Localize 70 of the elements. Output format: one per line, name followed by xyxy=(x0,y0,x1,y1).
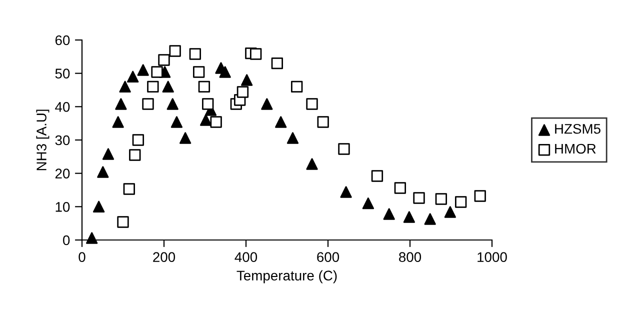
y-tick-label: 60 xyxy=(55,35,70,46)
point xyxy=(92,200,105,213)
point xyxy=(137,64,149,76)
point xyxy=(403,211,416,223)
point xyxy=(271,57,284,70)
point xyxy=(169,45,181,57)
point xyxy=(102,148,114,160)
point xyxy=(202,98,214,110)
point xyxy=(371,170,384,182)
point xyxy=(170,116,183,128)
point xyxy=(129,149,141,161)
x-axis-title: Temperature (C) xyxy=(236,270,337,284)
point xyxy=(275,116,287,128)
point xyxy=(306,98,318,110)
point xyxy=(200,114,212,126)
point xyxy=(338,143,350,155)
point xyxy=(119,80,131,93)
point xyxy=(123,183,135,195)
point xyxy=(261,98,273,110)
legend-label: HZSM5 xyxy=(555,124,600,134)
point xyxy=(306,158,318,170)
y-tick-label: 40 xyxy=(55,102,70,112)
point xyxy=(454,196,467,208)
point xyxy=(236,86,249,98)
point xyxy=(444,206,456,218)
x-tick-label: 0 xyxy=(78,252,86,262)
point xyxy=(210,116,222,128)
point xyxy=(340,186,352,198)
y-axis-title: NH3 [A.U] xyxy=(36,110,50,170)
point xyxy=(290,80,303,93)
y-tick-label: 10 xyxy=(56,202,70,212)
point xyxy=(166,98,178,110)
x-tick-label: 600 xyxy=(317,252,340,262)
point xyxy=(240,74,253,86)
y-tick-label: 50 xyxy=(55,68,70,79)
point xyxy=(179,132,192,144)
point xyxy=(435,193,448,205)
point xyxy=(362,197,374,210)
x-tick-label: 1000 xyxy=(478,252,507,262)
point xyxy=(193,66,205,78)
point xyxy=(198,80,210,93)
point xyxy=(189,48,202,60)
point xyxy=(117,216,129,228)
x-tick-label: 200 xyxy=(153,252,176,262)
point xyxy=(162,80,174,93)
point xyxy=(126,70,139,83)
legend-label: HMOR xyxy=(555,144,596,154)
y-tick-label: 0 xyxy=(63,235,70,246)
point xyxy=(219,66,231,78)
point xyxy=(317,116,329,128)
point xyxy=(286,132,299,144)
y-tick-label: 30 xyxy=(55,135,70,146)
point xyxy=(151,66,163,78)
point xyxy=(132,134,144,146)
point xyxy=(97,166,109,178)
x-tick-label: 800 xyxy=(399,252,422,262)
point xyxy=(394,182,406,194)
point xyxy=(112,116,124,128)
x-tick-label: 400 xyxy=(234,252,258,262)
point xyxy=(413,192,425,204)
point xyxy=(142,98,154,110)
point xyxy=(474,190,486,202)
point xyxy=(250,48,262,60)
y-tick-label: 20 xyxy=(55,168,70,179)
point xyxy=(158,54,170,66)
point xyxy=(115,98,127,110)
point xyxy=(86,232,98,244)
point xyxy=(383,208,395,220)
point xyxy=(147,80,159,93)
point xyxy=(424,213,436,225)
